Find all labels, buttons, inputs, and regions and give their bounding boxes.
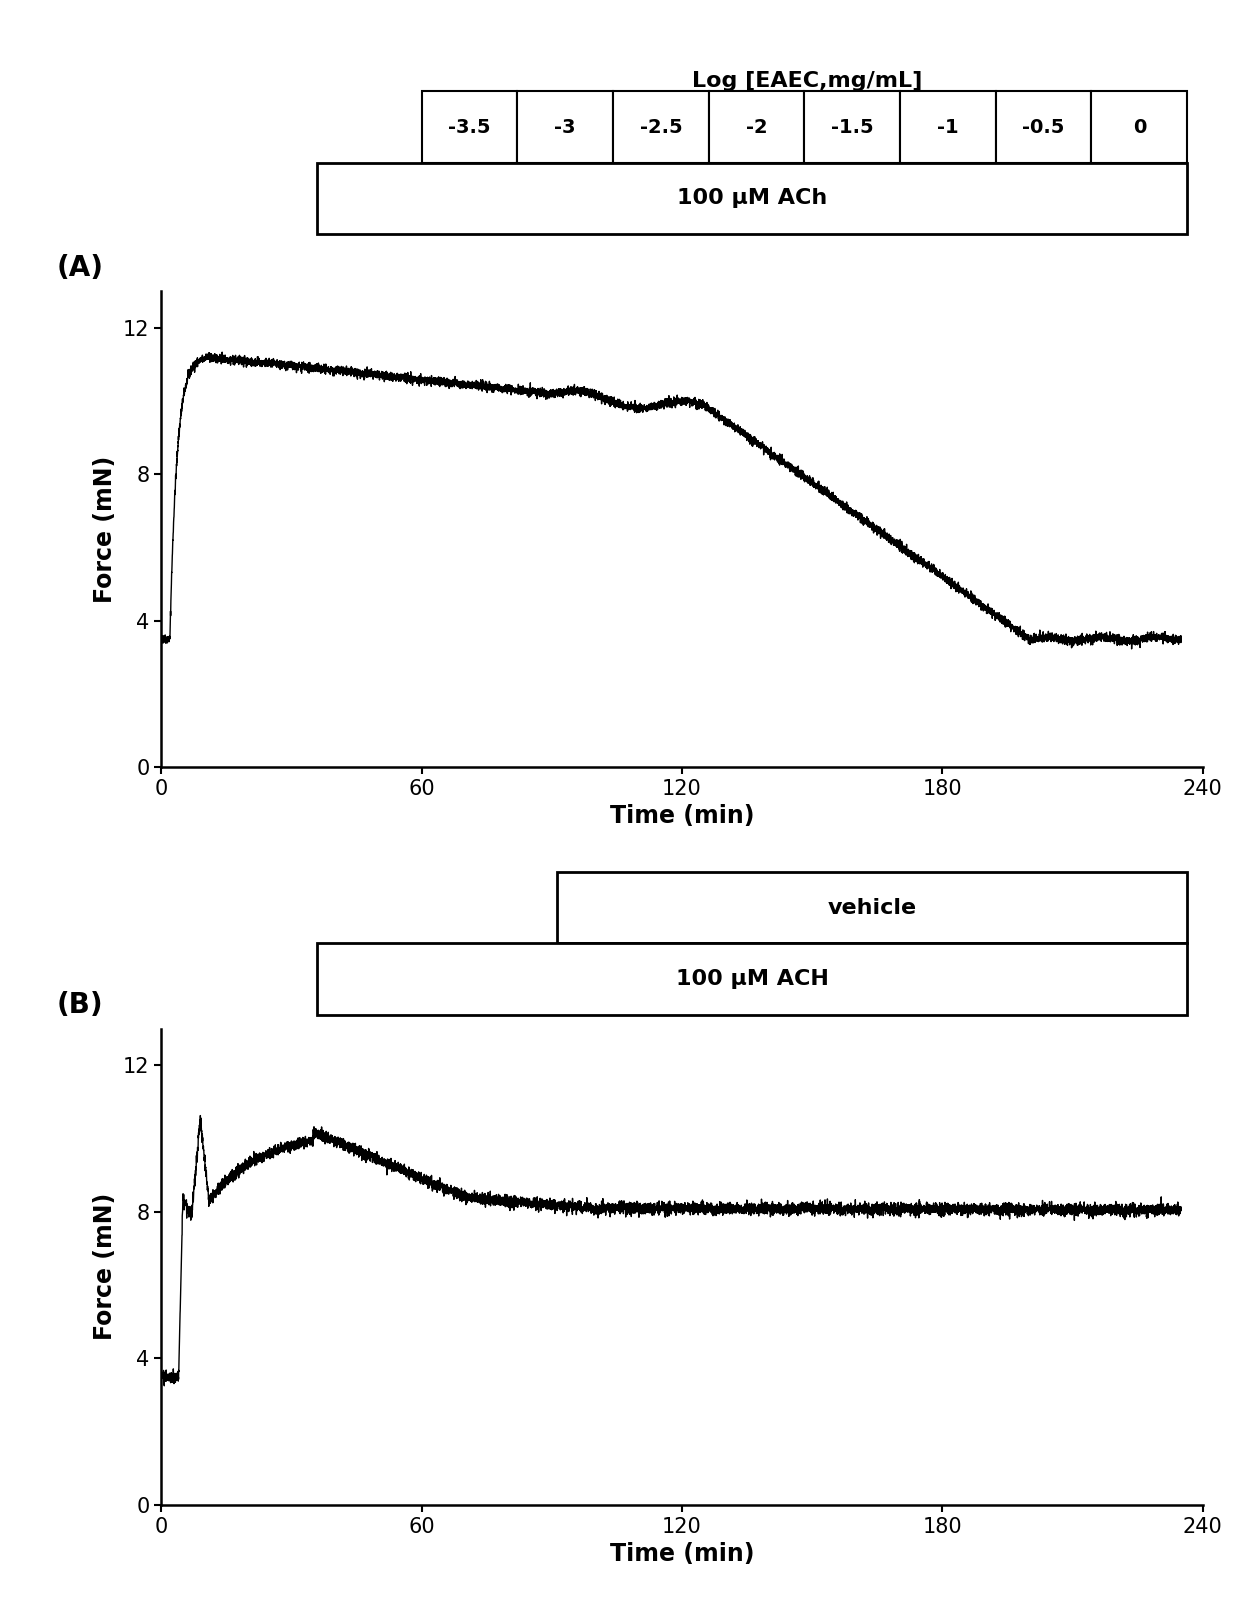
FancyBboxPatch shape <box>317 163 1187 235</box>
Y-axis label: Force (mN): Force (mN) <box>93 456 118 604</box>
Text: -1: -1 <box>937 118 959 136</box>
Text: -3: -3 <box>554 118 575 136</box>
FancyBboxPatch shape <box>317 943 1187 1014</box>
Text: 100 μM ACh: 100 μM ACh <box>677 188 827 209</box>
FancyBboxPatch shape <box>557 872 1187 943</box>
Text: -2: -2 <box>745 118 768 136</box>
FancyBboxPatch shape <box>517 91 613 163</box>
Y-axis label: Force (mN): Force (mN) <box>93 1192 118 1340</box>
Text: (A): (A) <box>57 254 104 282</box>
X-axis label: Time (min): Time (min) <box>610 1542 754 1566</box>
Text: 0: 0 <box>1132 118 1146 136</box>
Text: 100 μM ACH: 100 μM ACH <box>676 969 828 989</box>
Text: -3.5: -3.5 <box>448 118 491 136</box>
FancyBboxPatch shape <box>613 91 709 163</box>
Text: -1.5: -1.5 <box>831 118 873 136</box>
Text: (B): (B) <box>57 992 104 1019</box>
X-axis label: Time (min): Time (min) <box>610 804 754 828</box>
FancyBboxPatch shape <box>996 91 1091 163</box>
FancyBboxPatch shape <box>1091 91 1187 163</box>
Text: vehicle: vehicle <box>827 898 916 917</box>
FancyBboxPatch shape <box>900 91 996 163</box>
FancyBboxPatch shape <box>805 91 900 163</box>
FancyBboxPatch shape <box>422 91 517 163</box>
Text: -2.5: -2.5 <box>640 118 682 136</box>
FancyBboxPatch shape <box>709 91 805 163</box>
Text: Log [EAEC,mg/mL]: Log [EAEC,mg/mL] <box>692 71 923 91</box>
Text: -0.5: -0.5 <box>1023 118 1065 136</box>
